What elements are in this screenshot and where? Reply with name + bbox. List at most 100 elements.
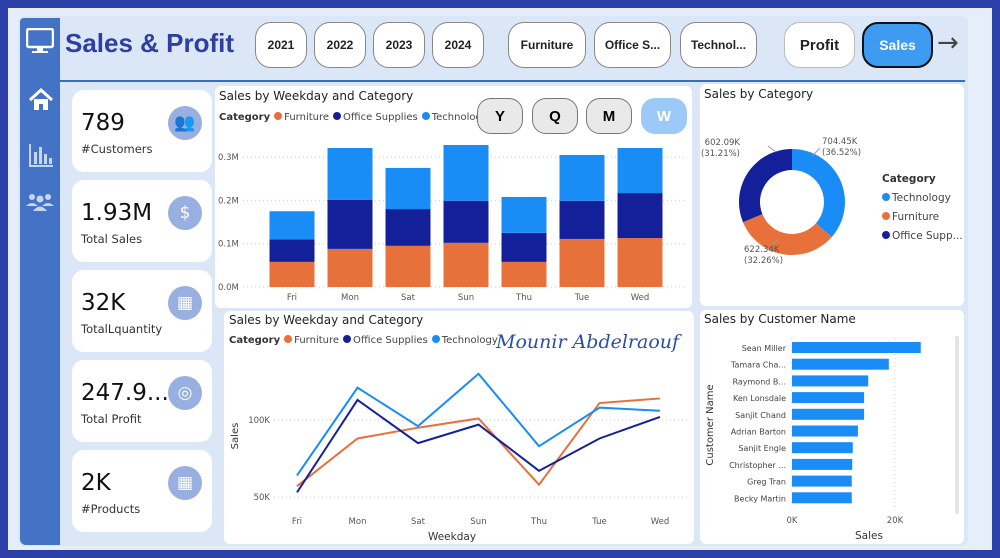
y-tick-label: 0.1M: [218, 240, 239, 250]
donut-legend: Category Technology Furniture Office Sup…: [882, 170, 963, 246]
leader-line: [811, 147, 821, 157]
kpi-card: 789 #Customers 👥: [72, 90, 212, 172]
kpi-card: 32K TotalLquantity ▦: [72, 270, 212, 352]
period-quarter-button[interactable]: Q: [532, 98, 578, 134]
bar: [792, 492, 852, 504]
data-label: 602.09K: [705, 138, 741, 148]
legend-item: Furniture: [284, 112, 330, 123]
x-tick-label: Sun: [458, 293, 474, 303]
bar: [792, 425, 858, 437]
period-week-button[interactable]: W: [641, 98, 687, 134]
kpi-value: 789: [81, 110, 125, 136]
bar-segment: [385, 245, 431, 287]
category-office-supplies-button[interactable]: Office S...: [594, 22, 671, 68]
bar-segment: [617, 193, 663, 239]
period-month-button[interactable]: M: [586, 98, 632, 134]
year-2023-button[interactable]: 2023: [373, 22, 425, 68]
bar-segment: [559, 154, 605, 201]
kpi-label: #Customers: [81, 142, 153, 156]
bar: [792, 408, 865, 420]
stacked-bar-chart: 0.0M 0.1M 0.2M 0.3M Fri Mon Sat Sun Thu Tue Wed: [218, 144, 685, 303]
y-tick-label: 100K: [248, 416, 270, 426]
bar-segment: [443, 200, 489, 243]
series-line: [296, 372, 661, 477]
bar-segment: [327, 148, 373, 200]
leader-line: [767, 145, 777, 153]
chart-title: Sales by Weekday and Category: [219, 89, 414, 103]
bar-segment: [385, 167, 431, 210]
chart-legend: Category Furniture Office Supplies Technolo…: [219, 112, 488, 123]
legend-item: Office Supplies: [353, 335, 428, 346]
y-tick-label: Raymond B...: [732, 377, 786, 386]
y-tick-label: Sean Miller: [742, 344, 787, 353]
kpi-label: TotalLquantity: [81, 322, 163, 336]
x-tick-label: Mon: [349, 517, 367, 527]
chart-title: Sales by Customer Name: [704, 312, 856, 326]
data-label: 622.34K: [744, 245, 780, 255]
line-chart-panel: Sales by Weekday and Category Category Fu…: [224, 311, 694, 544]
bar-segment: [269, 239, 315, 262]
legend-title: Category: [882, 173, 936, 185]
series-line: [296, 398, 661, 493]
x-tick-label: 0K: [787, 516, 798, 526]
kpi-card: 2K #Products ▦: [72, 450, 212, 532]
y-tick-label: Becky Martin: [734, 494, 786, 503]
bar: [792, 442, 853, 454]
people-icon: 👥: [168, 106, 202, 140]
legend-item: Furniture: [294, 335, 340, 346]
people-icon: [26, 194, 54, 211]
y-tick-label: 0.3M: [218, 153, 239, 163]
year-2021-button[interactable]: 2021: [255, 22, 307, 68]
x-tick-label: Wed: [631, 293, 650, 303]
arrow-right-icon[interactable]: →: [937, 28, 959, 58]
sidebar-item-customers[interactable]: [20, 190, 60, 218]
year-2022-button[interactable]: 2022: [314, 22, 366, 68]
category-technology-button[interactable]: Technol...: [680, 22, 757, 68]
y-tick-label: 0.0M: [218, 283, 239, 293]
scrollbar[interactable]: [955, 336, 959, 514]
donut-slice: [739, 149, 792, 223]
category-furniture-button[interactable]: Furniture: [508, 22, 586, 68]
y-tick-label: Adrian Barton: [731, 428, 786, 437]
kpi-card: 1.93M Total Sales $: [72, 180, 212, 262]
bar-segment: [501, 232, 547, 262]
donut-slice: [792, 149, 845, 238]
data-label-percent: (36.52%): [822, 148, 861, 158]
sidebar-item-charts[interactable]: [20, 140, 60, 170]
kpi-value: 1.93M: [81, 200, 153, 226]
bar-chart-icon: [29, 144, 53, 167]
donut-chart-panel: Sales by Category 704.45K (36.52%) 622.34K…: [700, 84, 964, 306]
legend-item: Office Supp...: [892, 230, 963, 242]
data-label-percent: (31.21%): [701, 149, 740, 159]
x-tick-label: Sat: [401, 293, 416, 303]
coins-icon: ◎: [168, 376, 202, 410]
bar-segment: [617, 238, 663, 287]
chart-title: Sales by Category: [704, 87, 814, 101]
y-tick-label: 0.2M: [218, 196, 239, 206]
legend-item: Office Supplies: [343, 112, 418, 123]
x-tick-label: Tue: [574, 293, 590, 303]
donut-slice: [742, 214, 832, 255]
leader-line: [769, 239, 779, 247]
sidebar-item-home[interactable]: [20, 86, 60, 116]
data-label: 704.45K: [822, 137, 858, 147]
y-tick-label: Sanjit Chand: [735, 411, 786, 420]
bar-segment: [501, 196, 547, 233]
chart-legend: Category Furniture Office Supplies Technolo…: [229, 335, 498, 346]
x-tick-label: Mon: [341, 293, 359, 303]
bar: [792, 342, 921, 353]
sales-button[interactable]: Sales: [862, 22, 933, 68]
customer-chart-panel: Sales by Customer Name 0K 20K Sean Miller T…: [700, 310, 964, 544]
watermark-signature: Mounir Abdelraouf: [496, 331, 680, 353]
period-year-button[interactable]: Y: [477, 98, 523, 134]
boxes-icon: ▦: [168, 286, 202, 320]
legend-item: Technology: [441, 335, 498, 346]
bar-segment: [443, 144, 489, 201]
kpi-value: 247.9...: [81, 380, 169, 406]
bar-segment: [269, 261, 315, 287]
donut-chart: 704.45K(36.52%) 622.34K(32.26%) 602.09K(31…: [701, 137, 861, 266]
year-2024-button[interactable]: 2024: [432, 22, 484, 68]
y-tick-label: Tamara Cha...: [730, 361, 786, 370]
x-tick-label: Sun: [470, 517, 486, 527]
profit-button[interactable]: Profit: [784, 22, 855, 68]
